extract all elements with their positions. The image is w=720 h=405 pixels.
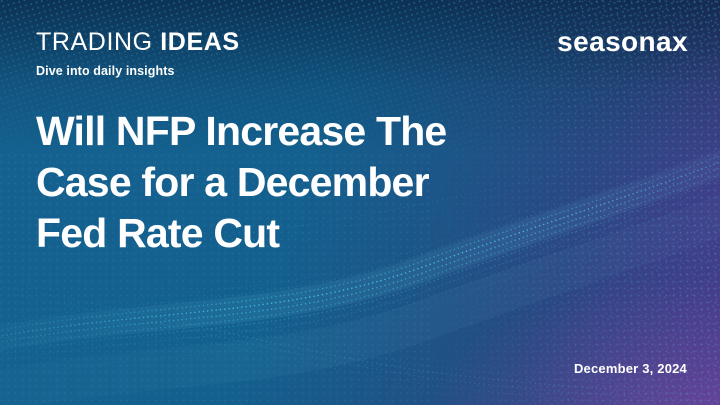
brand-wordmark: TRADING IDEAS Dive into daily insights [36,28,240,78]
wave-crest-dots [0,141,720,379]
title-line-3: Fed Rate Cut [36,210,280,256]
wave-upper-dots [0,139,720,263]
dot-grid-left [0,150,430,405]
dot-grid-right [400,0,720,405]
title-line-1: Will NFP Increase The [36,108,447,154]
brand-name-regular: TRADING [36,28,153,56]
title-line-2: Case for a December [36,159,430,205]
wave-lower-dots [0,273,720,405]
brand-name: TRADING IDEAS [36,28,240,57]
wave-glow [0,149,720,405]
brand-tagline: Dive into daily insights [36,64,175,78]
seasonax-logo: seasonax [557,26,688,57]
page-title: Will NFP Increase The Case for a Decembe… [36,106,447,259]
publication-date: December 3, 2024 [573,361,687,376]
brand-name-bold: IDEAS [160,28,240,56]
